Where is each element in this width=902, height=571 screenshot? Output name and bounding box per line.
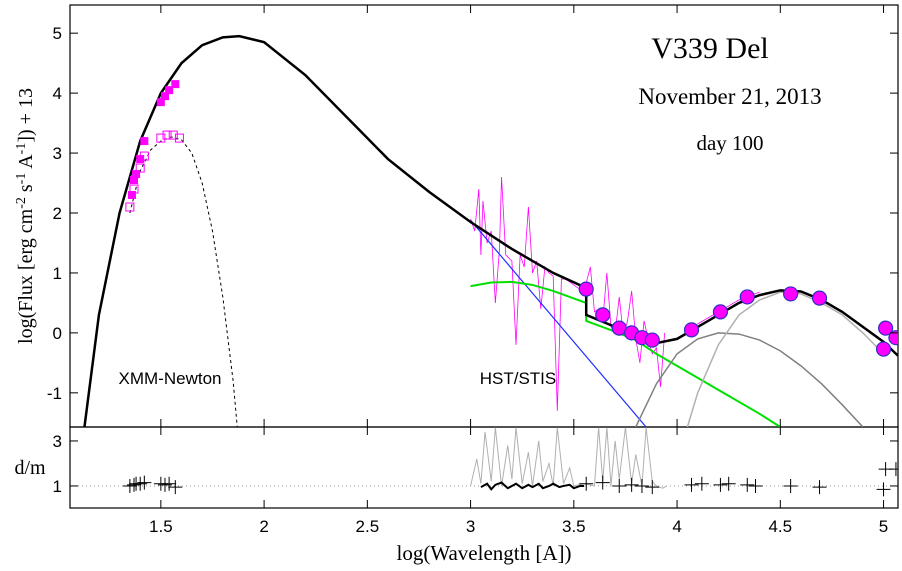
marker (811, 290, 828, 306)
marker (156, 98, 165, 107)
marker (878, 320, 894, 336)
marker (875, 341, 892, 357)
marker (133, 476, 148, 491)
marker (634, 478, 649, 493)
marker (712, 304, 729, 320)
superscript: -2 (14, 197, 29, 209)
marker (739, 289, 755, 305)
series-line (470, 219, 647, 427)
marker (135, 163, 145, 173)
x-tick-label: 3.5 (562, 517, 586, 536)
marker (157, 477, 172, 492)
superscript: -1 (14, 143, 29, 155)
marker (168, 480, 183, 495)
marker (137, 475, 152, 490)
label-part: s (15, 184, 37, 197)
marker (168, 130, 178, 140)
marker (624, 477, 639, 492)
y-axis-label: d/m (14, 457, 46, 479)
marker (713, 477, 728, 492)
x-tick-label: 3 (466, 517, 475, 536)
marker (888, 330, 898, 346)
marker (171, 80, 180, 89)
superscript: -1 (14, 173, 29, 185)
y-tick-label: 4 (53, 84, 62, 103)
label-part: A (15, 154, 37, 173)
series-line (635, 332, 864, 427)
marker (612, 478, 627, 493)
marker (162, 130, 172, 140)
series-line (480, 481, 585, 491)
label-part: ]) + 13 (15, 88, 37, 143)
marker (645, 480, 660, 495)
marker (127, 477, 142, 492)
marker (876, 482, 891, 497)
marker (174, 133, 184, 143)
marker (156, 133, 166, 143)
marker (683, 322, 700, 338)
marker (579, 476, 594, 491)
marker (748, 478, 763, 493)
series-line (470, 427, 667, 489)
marker (783, 478, 798, 493)
marker (125, 202, 135, 212)
marker (165, 86, 174, 95)
marker (595, 307, 611, 323)
y-tick-label: 2 (53, 204, 62, 223)
marker (140, 137, 149, 146)
marker (721, 476, 736, 491)
x-axis-label: log(Wavelength [A]) (397, 541, 572, 565)
marker (160, 92, 169, 101)
annotation: XMM-Newton (119, 369, 222, 388)
y-axis-label: log(Flux [erg cm-2 s-1 A-1]) + 13 (14, 88, 38, 344)
y-tick-label: 1 (53, 264, 62, 283)
x-tick-label: 4 (672, 517, 681, 536)
marker (783, 286, 799, 302)
bottom-plot (70, 427, 898, 497)
top-frame (69, 4, 899, 428)
bottom-frame (69, 426, 899, 509)
y-tick-label: 0 (53, 324, 62, 343)
marker (694, 476, 709, 491)
marker (136, 155, 145, 164)
marker (578, 281, 594, 297)
annotation: day 100 (696, 131, 763, 155)
marker (684, 477, 699, 492)
marker (644, 332, 660, 348)
marker (162, 476, 177, 491)
marker (130, 176, 139, 185)
marker (127, 191, 136, 200)
annotation: HST/STIS (480, 369, 557, 388)
annotation: November 21, 2013 (638, 84, 821, 109)
x-tick-label: 2.5 (356, 517, 380, 536)
marker (740, 477, 755, 492)
y-tick-label: 3 (53, 144, 62, 163)
annotation: V339 Del (651, 32, 768, 65)
marker (812, 480, 827, 495)
y-tick-label: -1 (47, 384, 62, 403)
series-line (686, 291, 885, 427)
x-tick-label: 5 (879, 517, 888, 536)
y-tick-label: 5 (53, 24, 62, 43)
marker (122, 478, 137, 493)
x-tick-label: 1.5 (149, 517, 173, 536)
series-line (470, 280, 781, 427)
marker (888, 462, 898, 477)
x-tick-label: 4.5 (768, 517, 792, 536)
x-tick-label: 2 (259, 517, 268, 536)
y-tick-label: 1 (53, 477, 62, 496)
marker (132, 170, 141, 179)
y-tick-label: 3 (53, 432, 62, 451)
marker (595, 475, 610, 490)
label-part: log(Flux [erg cm (15, 208, 37, 344)
top-plot (83, 34, 898, 427)
